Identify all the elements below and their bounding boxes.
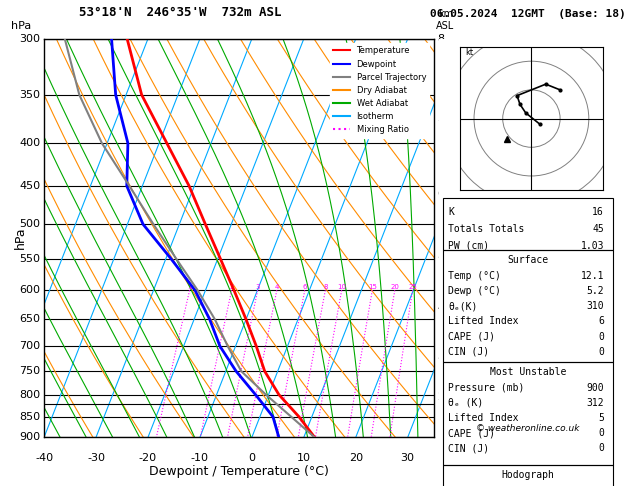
Text: 6: 6 <box>598 316 604 327</box>
Text: 0: 0 <box>598 347 604 357</box>
Text: 16: 16 <box>593 207 604 217</box>
Text: © weatheronline.co.uk: © weatheronline.co.uk <box>476 424 579 434</box>
Text: 6: 6 <box>438 189 445 199</box>
Text: 20: 20 <box>348 453 363 463</box>
Text: 5: 5 <box>438 250 445 260</box>
Text: 10: 10 <box>297 453 311 463</box>
Text: 450: 450 <box>19 181 40 191</box>
Text: 53°18'N  246°35'W  732m ASL: 53°18'N 246°35'W 732m ASL <box>79 6 282 19</box>
Text: CAPE (J): CAPE (J) <box>448 331 495 342</box>
Text: Hodograph: Hodograph <box>501 470 554 480</box>
Text: PW (cm): PW (cm) <box>448 241 489 251</box>
Text: Most Unstable: Most Unstable <box>490 366 566 377</box>
Text: 8: 8 <box>323 284 328 290</box>
Text: 900: 900 <box>586 382 604 393</box>
Text: 550: 550 <box>19 254 40 264</box>
Text: 0: 0 <box>598 331 604 342</box>
Text: hPa: hPa <box>14 227 27 249</box>
Text: 3: 3 <box>255 284 260 290</box>
X-axis label: Dewpoint / Temperature (°C): Dewpoint / Temperature (°C) <box>149 465 329 478</box>
Text: CIN (J): CIN (J) <box>448 443 489 453</box>
Text: 400: 400 <box>19 138 40 148</box>
Text: Lifted Index: Lifted Index <box>448 316 519 327</box>
Text: Temp (°C): Temp (°C) <box>448 271 501 281</box>
Text: 12.1: 12.1 <box>581 271 604 281</box>
Text: 1.03: 1.03 <box>581 241 604 251</box>
Text: K: K <box>448 207 454 217</box>
Text: 30: 30 <box>401 453 415 463</box>
Text: 06.05.2024  12GMT  (Base: 18): 06.05.2024 12GMT (Base: 18) <box>430 9 626 19</box>
Text: 0: 0 <box>248 453 255 463</box>
Text: Lifted Index: Lifted Index <box>448 413 519 423</box>
Text: 300: 300 <box>19 34 40 44</box>
Text: 3: 3 <box>438 351 445 362</box>
Text: 45: 45 <box>593 224 604 234</box>
Text: km
ASL: km ASL <box>437 9 455 31</box>
Text: Dewp (°C): Dewp (°C) <box>448 286 501 296</box>
Text: 700: 700 <box>19 341 40 351</box>
Text: 25: 25 <box>408 284 417 290</box>
Text: 800: 800 <box>19 390 40 399</box>
Text: 600: 600 <box>19 285 40 295</box>
Text: CAPE (J): CAPE (J) <box>448 428 495 438</box>
Text: 20: 20 <box>391 284 399 290</box>
Text: hPa: hPa <box>11 21 31 31</box>
Text: Totals Totals: Totals Totals <box>448 224 525 234</box>
Text: 5: 5 <box>598 413 604 423</box>
Text: 7: 7 <box>438 120 445 130</box>
Text: 900: 900 <box>19 433 40 442</box>
Text: 1: 1 <box>438 428 445 438</box>
Legend: Temperature, Dewpoint, Parcel Trajectory, Dry Adiabat, Wet Adiabat, Isotherm, Mi: Temperature, Dewpoint, Parcel Trajectory… <box>330 43 430 138</box>
Text: 0: 0 <box>598 443 604 453</box>
Text: 310: 310 <box>586 301 604 312</box>
Text: 4: 4 <box>275 284 279 290</box>
Text: θₑ (K): θₑ (K) <box>448 398 484 408</box>
Text: 1: 1 <box>187 284 192 290</box>
Text: 4: 4 <box>438 303 445 313</box>
Text: -10: -10 <box>191 453 209 463</box>
Text: 750: 750 <box>19 366 40 376</box>
Text: 6: 6 <box>303 284 307 290</box>
Text: Surface: Surface <box>508 255 548 265</box>
Text: 350: 350 <box>19 90 40 100</box>
Text: -20: -20 <box>139 453 157 463</box>
Text: 15: 15 <box>368 284 377 290</box>
Text: 850: 850 <box>19 412 40 422</box>
Text: Pressure (mb): Pressure (mb) <box>448 382 525 393</box>
Text: 2: 2 <box>438 392 445 402</box>
Text: 650: 650 <box>19 314 40 324</box>
Text: CIN (J): CIN (J) <box>448 347 489 357</box>
Text: 8: 8 <box>438 34 445 44</box>
Text: θₑ(K): θₑ(K) <box>448 301 477 312</box>
Text: Mixing Ratio (g/kg): Mixing Ratio (g/kg) <box>465 192 475 284</box>
Text: 10: 10 <box>337 284 346 290</box>
Text: 2: 2 <box>230 284 234 290</box>
Text: -30: -30 <box>87 453 105 463</box>
Text: 5.2: 5.2 <box>586 286 604 296</box>
Text: -40: -40 <box>35 453 53 463</box>
Text: 0: 0 <box>598 428 604 438</box>
Text: 500: 500 <box>19 219 40 229</box>
Text: 312: 312 <box>586 398 604 408</box>
